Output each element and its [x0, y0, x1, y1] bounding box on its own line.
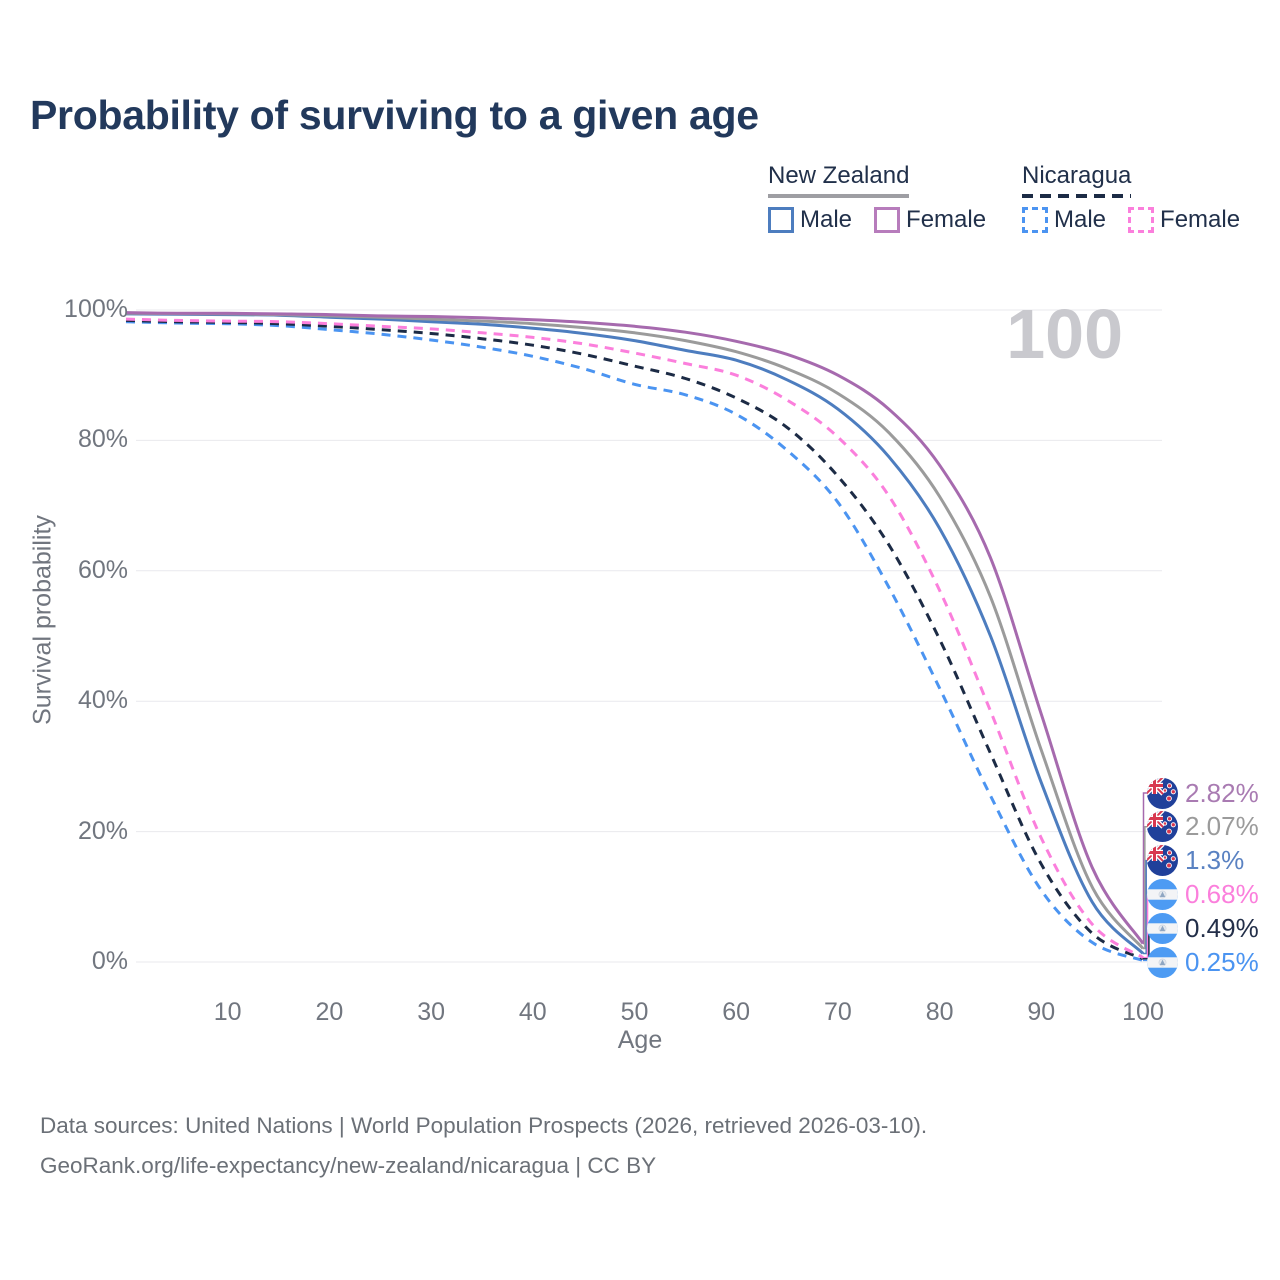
y-tick-80: 80% [77, 425, 128, 454]
x-tick-60: 60 [722, 998, 751, 1026]
y-tick-60: 60% [77, 555, 128, 584]
age-counter: 100 [1006, 295, 1123, 373]
legend-label: Female [1160, 206, 1241, 233]
flag-nicaragua-icon [1147, 878, 1178, 910]
legend-country-linestyle-new-zealand [768, 194, 910, 198]
y-tick-0: 0% [91, 947, 128, 975]
legend-item-new-zealand-male[interactable]: Male [768, 206, 852, 234]
curve-new-zealand-male[interactable] [125, 312, 1145, 955]
x-tick-80: 80 [925, 998, 954, 1026]
end-value-new-zealand-male: 1.3% [1185, 845, 1245, 876]
end-label-new-zealand-male: 1.3% [1147, 845, 1244, 877]
curve-nicaragua-both-sexes[interactable] [125, 318, 1144, 961]
curve-new-zealand-female[interactable] [125, 311, 1145, 945]
flag-nicaragua-icon [1147, 946, 1178, 978]
x-tick-20: 20 [315, 998, 344, 1026]
legend-item-new-zealand-female[interactable]: Female [874, 206, 986, 234]
legend-group-new-zealand: New Zealand Male Female [768, 162, 986, 234]
legend-label: Male [800, 206, 853, 233]
legend-country-nicaragua[interactable]: Nicaragua [1022, 162, 1132, 189]
end-label-nicaragua-male: 0.25% [1147, 946, 1259, 978]
end-value-nicaragua-both-sexes: 0.49% [1185, 912, 1259, 943]
y-tick-100: 100% [64, 295, 128, 323]
end-label-nicaragua-both-sexes: 0.49% [1147, 912, 1259, 944]
footer-url: GeoRank.org/life-expectancy/new-zealand/… [40, 1153, 657, 1178]
legend-item-nicaragua-female[interactable]: Female [1128, 206, 1240, 234]
x-tick-90: 90 [1027, 998, 1056, 1026]
end-label-new-zealand-both-sexes: 2.07% [1147, 811, 1259, 843]
y-axis-title: Survival probability [28, 515, 57, 725]
legend-swatch-new-zealand-female [874, 207, 901, 233]
end-value-nicaragua-male: 0.25% [1185, 946, 1259, 977]
label-connector-new-zealand-female [1142, 792, 1147, 945]
x-tick-40: 40 [518, 998, 547, 1026]
flag-new-zealand-icon [1147, 777, 1178, 809]
footer-sources: Data sources: United Nations | World Pop… [40, 1113, 928, 1138]
end-value-new-zealand-female: 2.82% [1185, 777, 1259, 808]
flag-nicaragua-icon [1147, 912, 1178, 944]
legend-country-new-zealand[interactable]: New Zealand [768, 162, 910, 189]
label-connector-new-zealand-male [1143, 859, 1147, 955]
y-tick-40: 40% [77, 686, 128, 715]
x-tick-70: 70 [823, 998, 852, 1026]
curve-nicaragua-female[interactable] [125, 317, 1144, 959]
curve-nicaragua-male[interactable] [125, 320, 1144, 962]
end-value-new-zealand-both-sexes: 2.07% [1185, 811, 1259, 842]
x-tick-100: 100 [1122, 998, 1164, 1026]
legend-swatch-nicaragua-male [1022, 207, 1048, 233]
x-axis-title: Age [617, 1026, 663, 1054]
legend-label: Female [906, 206, 987, 233]
end-value-nicaragua-female: 0.68% [1185, 878, 1259, 909]
legend-swatch-new-zealand-male [768, 207, 794, 233]
y-tick-20: 20% [77, 816, 128, 845]
legend-group-nicaragua: Nicaragua Male Female [1022, 162, 1240, 234]
flag-new-zealand-icon [1147, 811, 1178, 843]
x-tick-30: 30 [417, 998, 445, 1026]
legend-label: Male [1054, 206, 1107, 233]
x-tick-10: 10 [213, 998, 242, 1026]
curve-new-zealand-both-sexes[interactable] [125, 311, 1145, 950]
footer: Data sources: United Nations | World Pop… [40, 1106, 927, 1186]
label-connector-new-zealand-both-sexes [1143, 826, 1147, 950]
flag-new-zealand-icon [1147, 845, 1178, 877]
page-title: Probability of surviving to a given age [30, 92, 759, 138]
end-label-new-zealand-female: 2.82% [1147, 777, 1259, 809]
x-tick-50: 50 [620, 998, 649, 1026]
legend-item-nicaragua-male[interactable]: Male [1022, 206, 1106, 234]
legend-country-linestyle-nicaragua [1022, 194, 1132, 198]
legend-swatch-nicaragua-female [1128, 207, 1155, 233]
end-label-nicaragua-female: 0.68% [1147, 878, 1259, 910]
